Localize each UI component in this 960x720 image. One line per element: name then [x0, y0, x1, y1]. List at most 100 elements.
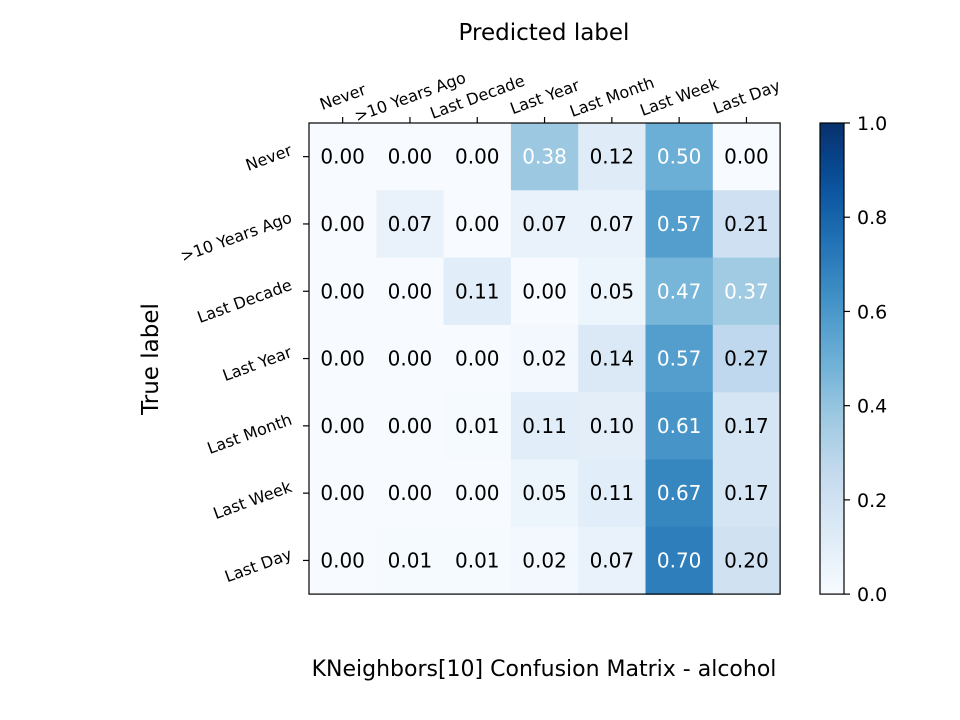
heatmap-cell: [645, 324, 714, 393]
heatmap-cell: [578, 392, 647, 461]
heatmap-cell: [309, 190, 377, 259]
cell-value-label: 0.02: [522, 548, 567, 572]
heatmap-cell: [309, 123, 377, 191]
y-tick-label: >10 Years Ago: [178, 208, 294, 266]
cell-value-label: 0.47: [657, 279, 702, 303]
heatmap-cell: [376, 190, 445, 259]
cell-value-label: 0.00: [320, 548, 365, 572]
heatmap-cell: [510, 123, 579, 191]
heatmap-cell: [510, 526, 579, 595]
cell-value-label: 0.00: [320, 212, 365, 236]
heatmap-cell: [510, 459, 579, 528]
cell-value-label: 0.21: [724, 212, 769, 236]
heatmap-cell: [712, 526, 781, 595]
y-tick-label: Never: [243, 140, 295, 174]
heatmap-cell: [376, 123, 445, 191]
heatmap-cell: [376, 459, 445, 528]
heatmap-cell: [309, 459, 377, 528]
y-tick-label: Last Day: [222, 544, 294, 586]
cell-value-label: 0.00: [320, 414, 365, 438]
heatmap-cells: [309, 123, 781, 595]
cell-value-label: 0.57: [657, 212, 702, 236]
cell-value-label: 0.00: [320, 279, 365, 303]
cell-value-label: 0.70: [657, 548, 702, 572]
cell-value-label: 0.01: [455, 548, 500, 572]
colorbar-ticks: 0.0 0.2 0.4 0.6 0.8 1.0: [844, 113, 887, 606]
cell-value-label: 0.00: [388, 279, 433, 303]
heatmap-cell: [443, 459, 512, 528]
cell-value-label: 0.27: [724, 347, 769, 371]
cell-value-label: 0.07: [590, 212, 635, 236]
chart-title: KNeighbors[10] Confusion Matrix - alcoho…: [312, 657, 777, 682]
y-tick-label: Last Decade: [195, 275, 295, 327]
cell-value-label: 0.00: [320, 145, 365, 169]
cell-value-label: 0.17: [724, 481, 769, 505]
heatmap-cell: [309, 257, 377, 326]
heatmap-cell: [712, 190, 781, 259]
heatmap-cell: [645, 526, 714, 595]
y-tick-label: Last Week: [211, 477, 295, 523]
cell-value-label: 0.11: [455, 279, 500, 303]
cell-value-label: 0.17: [724, 414, 769, 438]
cell-value-label: 0.00: [455, 347, 500, 371]
colorbar-tick-label: 1.0: [857, 113, 887, 135]
cell-value-label: 0.10: [590, 414, 635, 438]
heatmap-cell: [376, 526, 445, 595]
cell-value-label: 0.05: [590, 279, 635, 303]
cell-value-label: 0.37: [724, 279, 769, 303]
heatmap-cell: [443, 324, 512, 393]
cell-value-label: 0.14: [590, 347, 635, 371]
cell-value-label: 0.12: [590, 145, 635, 169]
heatmap-cell: [645, 123, 714, 191]
colorbar-tick-label: 0.0: [857, 584, 887, 606]
heatmap-cell: [309, 392, 377, 461]
heatmap-cell: [578, 257, 647, 326]
heatmap-cell: [578, 526, 647, 595]
cell-value-label: 0.00: [724, 145, 769, 169]
cell-value-label: 0.57: [657, 347, 702, 371]
heatmap-cell: [443, 123, 512, 191]
heatmap-cell: [309, 324, 377, 393]
heatmap-cell: [376, 257, 445, 326]
cell-value-label: 0.00: [455, 212, 500, 236]
heatmap-cell: [712, 392, 781, 461]
y-axis-title: True label: [138, 303, 164, 416]
colorbar-tick-label: 0.2: [857, 490, 887, 512]
cell-value-label: 0.11: [522, 414, 567, 438]
heatmap-cell: [712, 257, 781, 326]
cell-value-label: 0.61: [657, 414, 702, 438]
y-tick-label: Last Year: [220, 342, 295, 385]
heatmap-cell: [443, 190, 512, 259]
cell-value-label: 0.38: [522, 145, 567, 169]
colorbar: [819, 122, 845, 595]
colorbar-tick-label: 0.6: [857, 301, 887, 323]
heatmap-cell: [376, 324, 445, 393]
cell-value-label: 0.00: [320, 481, 365, 505]
cell-value-label: 0.00: [320, 347, 365, 371]
cell-value-label: 0.00: [388, 347, 433, 371]
cell-value-label: 0.00: [522, 279, 567, 303]
cell-value-label: 0.00: [455, 145, 500, 169]
cell-value-label: 0.00: [388, 145, 433, 169]
heatmap-cell: [645, 459, 714, 528]
cell-value-label: 0.50: [657, 145, 702, 169]
y-axis-ticks: Never >10 Years Ago Last Decade Last Year La…: [178, 140, 309, 586]
heatmap-cell: [578, 123, 647, 191]
cell-value-label: 0.05: [522, 481, 567, 505]
heatmap-cell: [510, 392, 579, 461]
heatmap-cell: [578, 190, 647, 259]
heatmap-cell: [645, 392, 714, 461]
x-axis-title: Predicted label: [459, 20, 630, 46]
heatmap-cell: [645, 257, 714, 326]
x-tick-label: Last Day: [710, 76, 782, 118]
heatmap-cell: [510, 324, 579, 393]
heatmap-cell: [376, 392, 445, 461]
cell-value-labels: 0.00 0.00 0.00 0.38 0.12 0.50 0.00 0.00 0.07 0.00…: [320, 145, 768, 573]
cell-value-label: 0.01: [455, 414, 500, 438]
cell-value-label: 0.01: [388, 548, 433, 572]
cell-value-label: 0.07: [522, 212, 567, 236]
cell-value-label: 0.02: [522, 347, 567, 371]
